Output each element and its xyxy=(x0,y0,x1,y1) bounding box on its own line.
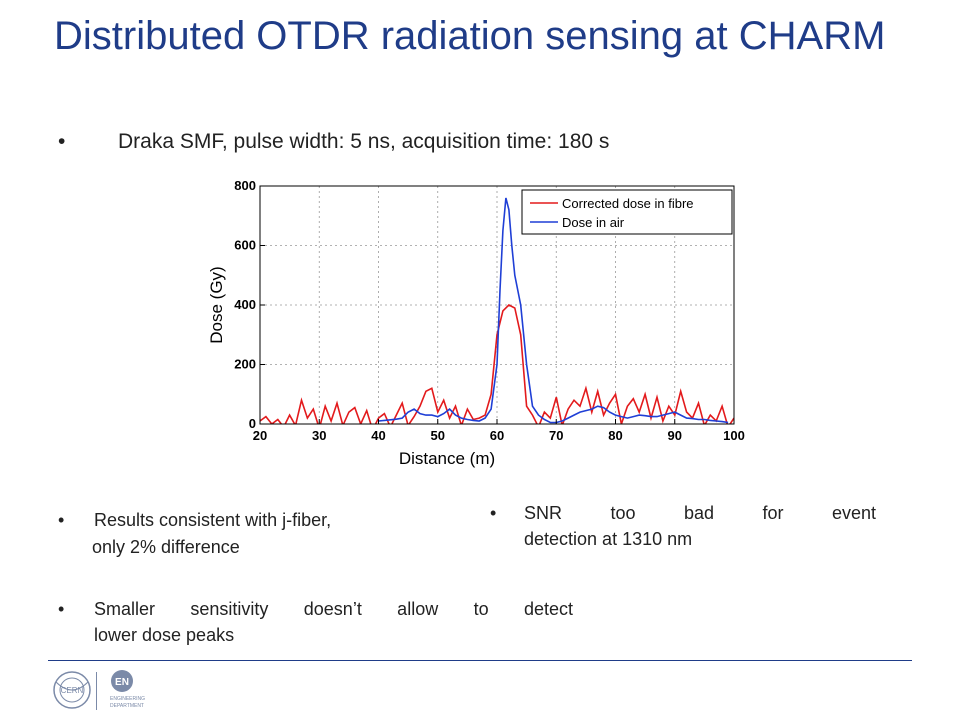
x-tick-label: 30 xyxy=(312,428,326,443)
x-tick-label: 80 xyxy=(608,428,622,443)
x-tick-label: 40 xyxy=(371,428,385,443)
legend-label: Dose in air xyxy=(562,215,625,230)
x-tick-label: 90 xyxy=(668,428,682,443)
y-tick-label: 600 xyxy=(234,238,256,253)
y-tick-label: 400 xyxy=(234,297,256,312)
x-tick-label: 50 xyxy=(431,428,445,443)
bullet-marker: • xyxy=(58,599,65,619)
bullet-line-1: Results consistent with j-fiber, xyxy=(94,510,332,530)
bullet-sensitivity: • Smaller sensitivity doesn’t allow to d… xyxy=(58,596,573,648)
en-logo-subtitle-1: ENGINEERING xyxy=(110,696,145,702)
x-tick-label: 60 xyxy=(490,428,504,443)
slide-title: Distributed OTDR radiation sensing at CH… xyxy=(54,14,886,58)
legend-box xyxy=(521,189,733,235)
y-tick-label: 0 xyxy=(249,416,256,431)
x-axis-label: Distance (m) xyxy=(399,449,495,468)
logo-separator xyxy=(96,672,97,710)
en-logo-text: EN xyxy=(115,677,129,688)
x-tick-label: 70 xyxy=(549,428,563,443)
subtitle-text: Draka SMF, pulse width: 5 ns, acquisitio… xyxy=(118,130,610,153)
bullet-marker: • xyxy=(58,130,66,153)
x-tick-label: 100 xyxy=(723,428,745,443)
bullet-line-1: Smaller sensitivity doesn’t allow to det… xyxy=(94,599,573,619)
bullet-line-2: only 2% difference xyxy=(92,537,240,557)
x-tick-label: 20 xyxy=(253,428,267,443)
bullet-line-1: SNR too bad for event xyxy=(524,503,876,523)
bullet-line-2: detection at 1310 nm xyxy=(524,529,693,549)
bullet-snr: • SNR too bad for event detection at 131… xyxy=(490,500,876,552)
footer-divider xyxy=(48,660,912,661)
en-logo-subtitle-2: DEPARTMENT xyxy=(110,703,144,709)
y-axis-label: Dose (Gy) xyxy=(207,266,226,343)
bullet-marker: • xyxy=(58,510,65,530)
legend-label: Corrected dose in fibre xyxy=(562,196,694,211)
dose-line-chart: 20 30 40 50 60 70 80 90 100 0 200 400 600 800 Distance… xyxy=(207,178,745,468)
series-line-dose-in-air xyxy=(378,197,729,424)
bullet-marker: • xyxy=(490,503,497,523)
cern-logo: CERN xyxy=(53,671,91,709)
cern-logo-text: CERN xyxy=(61,686,84,695)
engineering-department-logo: EN ENGINEERING DEPARTMENT xyxy=(110,670,145,709)
y-tick-label: 800 xyxy=(234,178,256,193)
subtitle-bullet: • Draka SMF, pulse width: 5 ns, acquisiti… xyxy=(58,130,609,154)
y-tick-label: 200 xyxy=(234,357,256,372)
bullet-line-2: lower dose peaks xyxy=(94,625,235,645)
series-line-corrected-dose-in-fibre xyxy=(260,304,734,424)
